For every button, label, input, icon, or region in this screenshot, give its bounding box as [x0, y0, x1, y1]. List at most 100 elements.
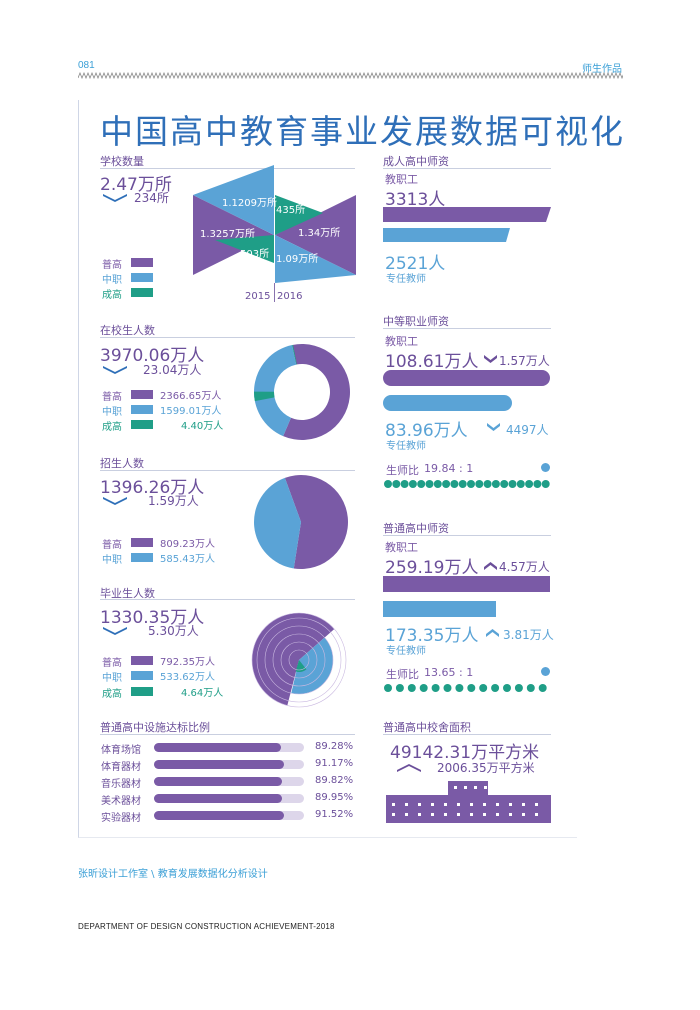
voc-ratio-value: 19.84 : 1 — [424, 462, 474, 475]
student-dot — [419, 684, 428, 692]
gen-fulltime-change: 3.81万人 — [503, 628, 554, 642]
facility-bar — [154, 777, 282, 786]
year-2015-label: 2015 — [245, 291, 271, 302]
decrease-chevron-icon — [103, 194, 127, 202]
facility-label: 实验器材 — [101, 813, 141, 824]
enroll-pie-chart — [254, 475, 348, 569]
student-dot — [442, 480, 451, 488]
enroll-title: 招生人数 — [100, 457, 144, 470]
building-window — [454, 786, 457, 789]
legend-zhongzhi-label: 中职 — [102, 275, 122, 286]
students-row-value: 2366.65万人 — [160, 391, 222, 402]
gen-fulltime-bar — [383, 601, 496, 617]
legend-swatch-putong — [131, 390, 153, 399]
student-dot — [384, 480, 392, 488]
campus-area-total: 49142.31万平方米 — [390, 743, 540, 763]
student-dot — [508, 480, 517, 488]
students-row-label: 成高 — [102, 422, 122, 433]
grads-total: 1330.35万人 — [100, 608, 205, 628]
legend-swatch-chenggao — [131, 288, 153, 297]
facility-label: 体育场馆 — [101, 745, 141, 756]
student-dot — [538, 684, 547, 692]
decrease-chevron-icon — [103, 497, 127, 505]
gen-fulltime-value: 173.35万人 — [385, 626, 479, 646]
building-window — [474, 786, 477, 789]
student-dot — [455, 684, 464, 692]
student-dot — [479, 684, 488, 692]
legend-putong-label: 普高 — [102, 260, 122, 271]
adult-teachers-bars — [383, 207, 551, 242]
facility-label: 体育器材 — [101, 762, 141, 773]
facility-value: 91.52% — [315, 809, 354, 820]
year-2016-label: 2016 — [277, 291, 303, 302]
student-dot — [417, 480, 426, 488]
student-dot — [450, 480, 459, 488]
building-window — [431, 813, 434, 816]
voc-staff-change: 1.57万人 — [499, 354, 550, 368]
ratio-teacher-dot — [541, 667, 550, 676]
legend-swatch-zhongzhi — [131, 671, 153, 680]
facility-value: 89.82% — [315, 775, 354, 786]
grads-row-label: 中职 — [102, 673, 122, 684]
vocational-teachers-title: 中等职业师资 — [383, 315, 449, 328]
grads-title: 毕业生人数 — [100, 587, 155, 600]
pie-grid-ring — [251, 612, 347, 708]
building-window — [470, 803, 473, 806]
facility-value: 89.28% — [315, 741, 354, 752]
building-window — [405, 813, 408, 816]
facility-bar — [154, 743, 282, 752]
student-dot — [483, 480, 492, 488]
facility-bar — [154, 811, 285, 820]
gen-staff-bar — [383, 576, 550, 592]
building-window — [522, 803, 525, 806]
legend-swatch-chenggao — [131, 687, 153, 696]
building-window — [484, 786, 487, 789]
schools-title: 学校数量 — [100, 155, 144, 168]
student-dot — [500, 480, 509, 488]
building-window — [431, 803, 434, 806]
building-window — [418, 813, 421, 816]
facility-bar — [154, 794, 283, 803]
building-window — [470, 813, 473, 816]
student-dot — [407, 684, 416, 692]
students-row-label: 中职 — [102, 407, 122, 418]
enroll-change: 1.59万人 — [148, 494, 199, 508]
student-dot — [475, 480, 484, 488]
schools-butterfly-chart — [193, 165, 356, 302]
page-number: 081 — [78, 60, 95, 71]
general-teachers-title: 普通高中师资 — [383, 522, 449, 535]
building-window — [418, 803, 421, 806]
schools-label-e: 503所 — [240, 249, 270, 260]
grads-row-label: 成高 — [102, 689, 122, 700]
grads-row-label: 普高 — [102, 658, 122, 669]
facility-value: 89.95% — [315, 792, 354, 803]
grads-change: 5.30万人 — [148, 624, 199, 638]
building-window — [392, 803, 395, 806]
building-window — [464, 786, 467, 789]
grads-row-value: 792.35万人 — [160, 657, 215, 668]
students-donut-chart — [254, 344, 350, 440]
students-total: 3970.06万人 — [100, 346, 205, 366]
page-title: 中国高中教育事业发展数据可视化 — [100, 112, 625, 151]
building-window — [483, 803, 486, 806]
section-divider — [100, 599, 355, 600]
zigzag-divider — [78, 72, 623, 80]
pie-grid-ring — [272, 633, 326, 687]
voc-fulltime-value: 83.96万人 — [385, 421, 468, 441]
gen-staff-value: 259.19万人 — [385, 558, 479, 578]
gen-ratio-value: 13.65 : 1 — [424, 666, 474, 679]
student-dot — [384, 684, 392, 692]
pie-grid-ring — [280, 641, 318, 679]
pie-grid-ring — [256, 617, 342, 703]
voc-student-dots — [384, 480, 550, 488]
schools-label-f: 1.09万所 — [276, 254, 319, 265]
schools-label-b: 435所 — [276, 205, 306, 216]
building-window — [509, 803, 512, 806]
decrease-chevron-icon — [103, 366, 127, 374]
adult-fulltime-label: 专任教师 — [386, 274, 426, 285]
student-dot — [408, 480, 417, 488]
decrease-chevron-icon — [484, 355, 497, 363]
grads-pie-chart — [251, 612, 347, 708]
legend-swatch-putong — [131, 538, 153, 547]
adult-staff-label: 教职工 — [385, 173, 418, 186]
